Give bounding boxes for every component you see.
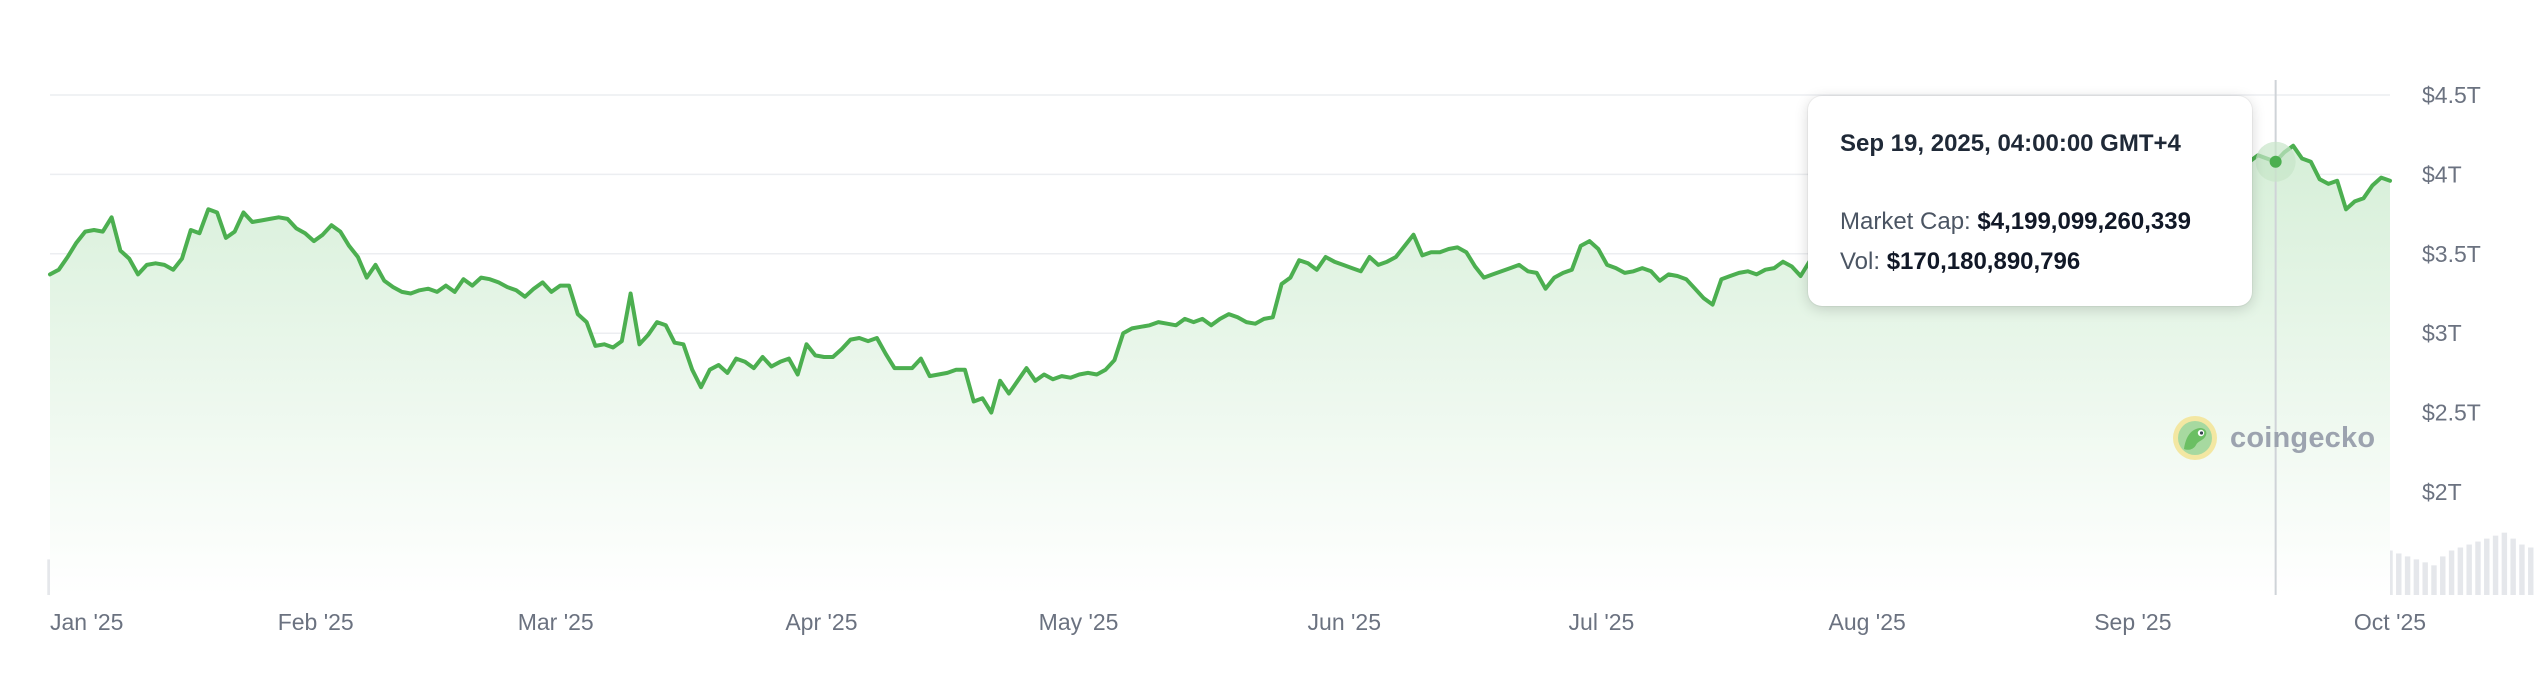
- hover-point: [2269, 155, 2282, 168]
- area-path: [50, 145, 2390, 596]
- x-tick-label: Feb '25: [278, 609, 354, 635]
- tooltip-market-cap-label: Market Cap:: [1840, 208, 1971, 235]
- tooltip-market-cap-value: $4,199,099,260,339: [1977, 208, 2191, 235]
- tooltip-date: Sep 19, 2025, 04:00:00 GMT+4: [1840, 130, 2181, 157]
- y-tick-label: $4T: [2422, 161, 2462, 187]
- volume-bar: [2466, 544, 2472, 595]
- volume-bar: [2422, 562, 2428, 595]
- volume-bar: [2457, 547, 2464, 595]
- volume-bar: [2492, 535, 2499, 595]
- x-tick-label: Sep '25: [2094, 609, 2171, 635]
- watermark-text: coingecko: [2230, 421, 2376, 454]
- y-tick-label: $2T: [2422, 479, 2462, 505]
- x-tick-label: Mar '25: [518, 609, 594, 635]
- volume-bar: [2528, 547, 2534, 595]
- x-tick-label: May '25: [1039, 609, 1119, 635]
- x-tick-label: Apr '25: [785, 609, 857, 635]
- x-tick-label: Jan '25: [50, 609, 123, 635]
- x-tick-label: Jun '25: [1308, 609, 1381, 635]
- y-axis-ticks: $4.5T $4T $3.5T $3T $2.5T $2T: [2422, 82, 2481, 505]
- tooltip-volume: Vol: $170,180,890,796: [1840, 242, 2252, 282]
- x-tick-label: Oct '25: [2354, 609, 2426, 635]
- y-tick-label: $4.5T: [2422, 82, 2481, 108]
- hover-tooltip: Sep 19, 2025, 04:00:00 GMT+4 Market Cap:…: [1808, 96, 2252, 306]
- x-tick-label: Jul '25: [1569, 609, 1635, 635]
- tooltip-volume-label: Vol:: [1840, 248, 1881, 275]
- coingecko-watermark: coingecko: [2172, 413, 2375, 463]
- area-fill: [50, 145, 2390, 596]
- x-axis-ticks: Jan '25 Feb '25 Mar '25 Apr '25 May '25 Jun '…: [50, 609, 2426, 635]
- volume-bar: [2484, 538, 2490, 595]
- y-tick-label: $3T: [2422, 320, 2462, 346]
- volume-bar: [2519, 544, 2525, 595]
- hover-cursor: [2255, 80, 2296, 595]
- tooltip-market-cap: Market Cap: $4,199,099,260,339: [1840, 202, 2252, 242]
- volume-bar: [2396, 553, 2402, 595]
- gecko-logo-icon: [2173, 416, 2217, 460]
- volume-bar: [2448, 550, 2455, 595]
- volume-bar: [2431, 565, 2437, 595]
- volume-bar: [2510, 538, 2516, 595]
- y-tick-label: $2.5T: [2422, 400, 2481, 426]
- volume-bar: [2413, 559, 2420, 595]
- volume-bar: [2404, 556, 2411, 595]
- volume-bar: [2475, 541, 2481, 595]
- y-tick-label: $3.5T: [2422, 241, 2481, 267]
- x-tick-label: Aug '25: [1828, 609, 1905, 635]
- tooltip-volume-value: $170,180,890,796: [1886, 248, 2081, 275]
- volume-bar: [2501, 532, 2508, 595]
- volume-bar: [2440, 556, 2446, 595]
